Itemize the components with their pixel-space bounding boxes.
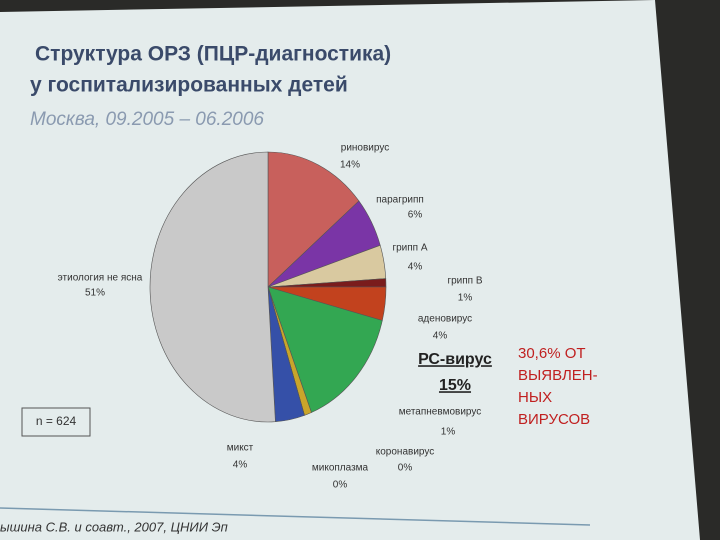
value-label: 4%: [233, 460, 248, 471]
value-label: 51%: [85, 288, 105, 299]
value-label: 1%: [441, 427, 456, 438]
slice-label: этиология не ясна: [58, 273, 143, 284]
chart-subtitle: у госпитализированных детей: [30, 74, 348, 97]
period: Москва, 09.2005 – 06.2006: [30, 109, 264, 130]
slice-label: грипп А: [392, 243, 427, 254]
pie-slice: [149, 151, 276, 423]
value-label: 4%: [408, 262, 423, 273]
chart-title: Структура ОРЗ (ПЦР-диагностика): [35, 43, 391, 66]
slice-label: грипп В: [447, 276, 482, 287]
slice-label: парагрипп: [376, 195, 424, 206]
value-label: 4%: [433, 331, 448, 342]
pie-slice: [267, 151, 360, 288]
slice-label: метапневмовирус: [399, 407, 482, 418]
footer: ышина С.В. и соавт., 2007, ЦНИИ Эп: [0, 519, 228, 534]
annotation: НЫХ: [518, 389, 552, 406]
value-label: 6%: [408, 210, 423, 221]
value-label: 15%: [439, 377, 471, 394]
slice-label: РС-вирус: [418, 351, 492, 368]
slice-label: аденовирус: [418, 314, 472, 325]
footer-rule: [0, 507, 591, 526]
slice-label: микоплазма: [312, 463, 369, 474]
value-label: 0%: [333, 480, 348, 491]
value-label: 14%: [340, 160, 360, 171]
pie-slice: [267, 286, 383, 413]
annotation: ВЫЯВЛЕН-: [518, 367, 598, 384]
value-label: 1%: [458, 293, 473, 304]
n-label: n = 624: [36, 414, 77, 428]
slice-label: коронавирус: [376, 447, 435, 458]
annotation: 30,6% ОТ: [518, 345, 586, 362]
slice-label: микст: [227, 443, 254, 454]
annotation: ВИРУСОВ: [518, 411, 590, 428]
value-label: 0%: [398, 463, 413, 474]
slice-label: риновирус: [341, 143, 389, 154]
n-box: [21, 407, 91, 437]
